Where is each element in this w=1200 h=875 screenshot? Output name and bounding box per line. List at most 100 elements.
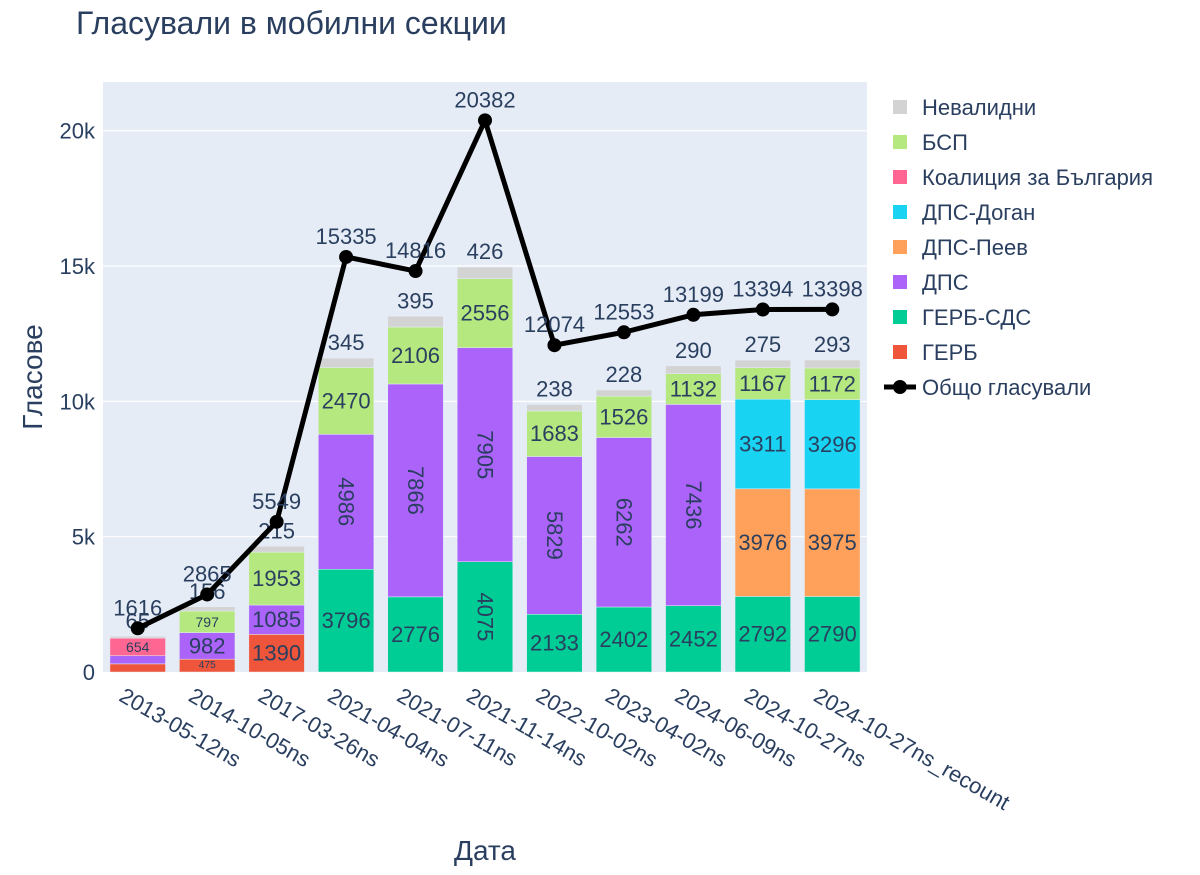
- legend-item[interactable]: ГЕРБ-СДС: [893, 305, 1031, 330]
- x-axis: 2013-05-12ns2014-10-05ns2017-03-26ns2021…: [115, 683, 1014, 815]
- bar-segment: [456, 266, 514, 279]
- total-marker: [130, 621, 145, 636]
- bar-segment: [248, 546, 305, 553]
- y-tick-label: 20k: [60, 119, 96, 144]
- bar-label: 2106: [391, 343, 440, 368]
- total-marker: [269, 514, 284, 529]
- legend-item[interactable]: Невалидни: [893, 95, 1036, 120]
- bars: 475 1390 3796 2776 4075 2133 2402 2452 2792 2790 9…: [109, 239, 861, 673]
- bar-segment: [526, 404, 583, 412]
- bar-segment: [595, 437, 652, 608]
- legend-swatch: [893, 205, 907, 219]
- bar-label: 2133: [530, 631, 579, 656]
- bar-segment: [595, 395, 652, 438]
- bar-label: 1683: [530, 421, 579, 446]
- bar-total-label: 395: [397, 288, 434, 313]
- total-marker: [547, 338, 562, 353]
- total-label: 12553: [593, 299, 654, 324]
- total-marker: [686, 307, 701, 322]
- total-label: 1616: [113, 595, 162, 620]
- bar-segment: [179, 606, 236, 612]
- bar-label: 2792: [738, 622, 787, 647]
- y-tick-label: 5k: [72, 525, 96, 550]
- bar-label: 3296: [808, 432, 857, 457]
- legend-item[interactable]: ДПС-Пеев: [893, 235, 1028, 260]
- bar-label: 1953: [252, 566, 301, 591]
- legend-item[interactable]: ГЕРБ: [893, 340, 978, 365]
- total-marker: [755, 302, 770, 317]
- bar-label: 4075: [473, 592, 498, 641]
- legend-item[interactable]: ДПС: [893, 270, 969, 295]
- bar-segment: [456, 347, 514, 562]
- bar-segment: [387, 326, 444, 385]
- bar-segment: [804, 367, 861, 400]
- y-tick-label: 10k: [60, 389, 96, 414]
- total-marker: [339, 249, 354, 264]
- bar-label: 3975: [808, 530, 857, 555]
- bar-label: 7905: [473, 430, 498, 479]
- legend-marker-swatch: [893, 380, 907, 394]
- bar-segment: [804, 399, 861, 490]
- bar-segment: [665, 605, 722, 673]
- bar-total-label: 290: [675, 338, 712, 363]
- bar-segment: [387, 316, 444, 328]
- legend-item[interactable]: Коалиция за България: [893, 165, 1153, 190]
- total-marker: [408, 264, 423, 279]
- bar-label: 3976: [738, 530, 787, 555]
- bar-segment: [665, 404, 722, 606]
- bar-total-label: 426: [467, 239, 504, 264]
- x-axis-title: Дата: [454, 835, 516, 866]
- legend-label: Коалиция за България: [922, 165, 1153, 190]
- bar-label: 1172: [809, 371, 856, 396]
- total-label: 13398: [802, 276, 863, 301]
- legend-swatch: [893, 135, 907, 149]
- legend-swatch: [893, 170, 907, 184]
- bar-label: 1390: [252, 641, 301, 666]
- total-label: 15335: [315, 224, 376, 249]
- legend[interactable]: Невалидни БСП Коалиция за България ДПС-Дога…: [884, 95, 1153, 400]
- bar-label: 3796: [322, 608, 371, 633]
- bar-label: 2470: [322, 388, 371, 413]
- chart-title: Гласували в мобилни секции: [76, 5, 507, 41]
- bar-segment: [665, 373, 722, 405]
- bar-label: 1085: [252, 607, 301, 632]
- bar-segment: [804, 359, 861, 369]
- bar-segment: [318, 569, 375, 673]
- bar-label: 1167: [739, 371, 786, 396]
- bar-segment: [595, 389, 652, 397]
- bar-label: 2452: [669, 626, 718, 651]
- legend-label: Невалидни: [922, 95, 1036, 120]
- bar-label: 2402: [599, 627, 648, 652]
- bar-total-label: 238: [536, 377, 573, 402]
- bar-segment: [248, 634, 305, 673]
- total-label: 13394: [732, 277, 793, 302]
- total-marker: [825, 302, 840, 317]
- bar-segment: [734, 367, 791, 400]
- legend-item[interactable]: Общо гласували: [884, 375, 1091, 400]
- legend-item[interactable]: ДПС-Доган: [893, 200, 1035, 225]
- bar-segment: [595, 606, 652, 673]
- legend-swatch: [893, 345, 907, 359]
- legend-swatch: [893, 240, 907, 254]
- bar-segment: [318, 357, 375, 368]
- legend-label: ГЕРБ-СДС: [922, 305, 1031, 330]
- legend-label: ДПС: [922, 270, 969, 295]
- bar-segment: [248, 604, 305, 635]
- bar-total-label: 345: [328, 330, 365, 355]
- bar-label: 797: [196, 614, 220, 630]
- bar-total-label: 275: [744, 332, 781, 357]
- bar-label: 654: [126, 639, 150, 655]
- bar-label: 2790: [808, 622, 857, 647]
- bar-total-label: 228: [606, 362, 643, 387]
- total-line: 1616 2865 5549 15335 14816 20382 12074 12553 131…: [113, 87, 863, 636]
- legend-item[interactable]: БСП: [893, 130, 968, 155]
- bar-segment: [665, 365, 722, 375]
- total-label: 12074: [524, 312, 585, 337]
- total-label: 14816: [385, 238, 446, 263]
- bar-label: 475: [199, 660, 216, 671]
- bar-segment: [526, 456, 583, 615]
- bar-label: 5829: [542, 511, 567, 560]
- y-axis-title: Гласове: [17, 324, 48, 430]
- legend-label: ДПС-Доган: [922, 200, 1035, 225]
